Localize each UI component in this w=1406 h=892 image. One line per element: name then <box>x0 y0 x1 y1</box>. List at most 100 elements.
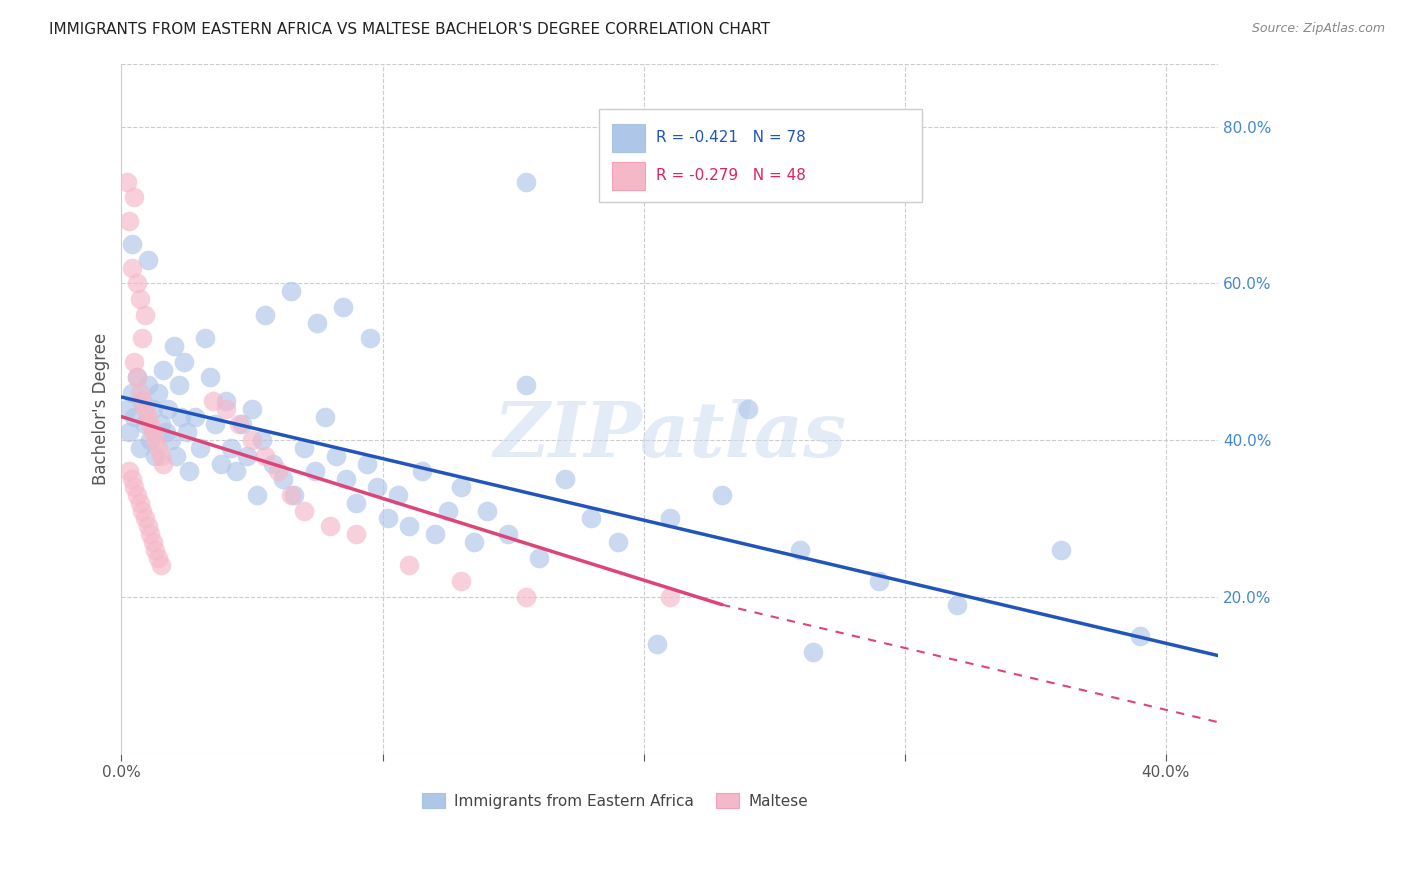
Point <box>179 465 201 479</box>
Point <box>529 550 551 565</box>
Point <box>280 488 302 502</box>
Point <box>200 370 222 384</box>
Point <box>115 175 138 189</box>
Point <box>127 277 149 291</box>
Point <box>131 393 153 408</box>
Point <box>163 339 186 353</box>
Point <box>134 401 156 416</box>
Point <box>128 386 150 401</box>
Point <box>252 433 274 447</box>
Point <box>868 574 890 589</box>
Point <box>332 300 354 314</box>
Point <box>157 401 180 416</box>
Point <box>515 378 537 392</box>
Point <box>215 401 238 416</box>
Point <box>254 449 277 463</box>
Point <box>139 433 162 447</box>
Point <box>346 527 368 541</box>
Point <box>292 441 315 455</box>
Point <box>170 409 193 424</box>
Point <box>121 472 143 486</box>
Point <box>149 558 172 573</box>
Point <box>124 409 146 424</box>
FancyBboxPatch shape <box>612 162 644 189</box>
Point <box>335 472 357 486</box>
Point <box>387 488 409 502</box>
Point <box>131 503 153 517</box>
Point <box>946 598 969 612</box>
Point <box>165 449 187 463</box>
Legend: Immigrants from Eastern Africa, Maltese: Immigrants from Eastern Africa, Maltese <box>416 787 814 814</box>
Point <box>262 457 284 471</box>
Point <box>554 472 576 486</box>
Point <box>246 488 269 502</box>
Point <box>155 425 177 440</box>
Point <box>228 417 250 432</box>
Point <box>176 425 198 440</box>
Point <box>450 480 472 494</box>
Point <box>201 393 224 408</box>
Point <box>319 519 342 533</box>
Point <box>173 355 195 369</box>
Point <box>437 503 460 517</box>
Point <box>204 417 226 432</box>
Point <box>398 519 420 533</box>
Point <box>118 465 141 479</box>
Point <box>273 472 295 486</box>
Point <box>307 316 329 330</box>
FancyBboxPatch shape <box>612 124 644 152</box>
Point <box>219 441 242 455</box>
Point <box>128 292 150 306</box>
Text: IMMIGRANTS FROM EASTERN AFRICA VS MALTESE BACHELOR'S DEGREE CORRELATION CHART: IMMIGRANTS FROM EASTERN AFRICA VS MALTES… <box>49 22 770 37</box>
Point <box>145 542 167 557</box>
Point <box>645 637 668 651</box>
FancyBboxPatch shape <box>599 109 922 202</box>
Point <box>606 535 628 549</box>
Point <box>134 511 156 525</box>
Point <box>194 331 217 345</box>
Point <box>359 331 381 345</box>
Point <box>280 285 302 299</box>
Point <box>658 590 681 604</box>
Point <box>152 457 174 471</box>
Point <box>711 488 734 502</box>
Point <box>737 401 759 416</box>
Point <box>146 550 169 565</box>
Point <box>515 590 537 604</box>
Point <box>789 542 811 557</box>
Point <box>188 441 211 455</box>
Point <box>398 558 420 573</box>
Point <box>128 441 150 455</box>
Point <box>127 370 149 384</box>
Point <box>131 393 153 408</box>
Point <box>658 511 681 525</box>
Point <box>450 574 472 589</box>
Point <box>346 496 368 510</box>
Point <box>127 370 149 384</box>
Point <box>121 386 143 401</box>
Point <box>231 417 253 432</box>
Point <box>128 496 150 510</box>
Point <box>463 535 485 549</box>
Point <box>149 449 172 463</box>
Point <box>411 465 433 479</box>
Point <box>121 237 143 252</box>
Point <box>160 433 183 447</box>
Point <box>127 488 149 502</box>
Point <box>240 401 263 416</box>
Point <box>314 409 336 424</box>
Point <box>136 252 159 267</box>
Point <box>267 465 290 479</box>
Point <box>134 417 156 432</box>
Text: R = -0.279   N = 48: R = -0.279 N = 48 <box>655 169 806 183</box>
Point <box>142 401 165 416</box>
Point <box>145 449 167 463</box>
Point <box>183 409 205 424</box>
Point <box>1050 542 1073 557</box>
Point <box>149 417 172 432</box>
Point <box>240 433 263 447</box>
Point <box>121 260 143 275</box>
Point <box>167 378 190 392</box>
Point <box>496 527 519 541</box>
Point <box>142 425 165 440</box>
